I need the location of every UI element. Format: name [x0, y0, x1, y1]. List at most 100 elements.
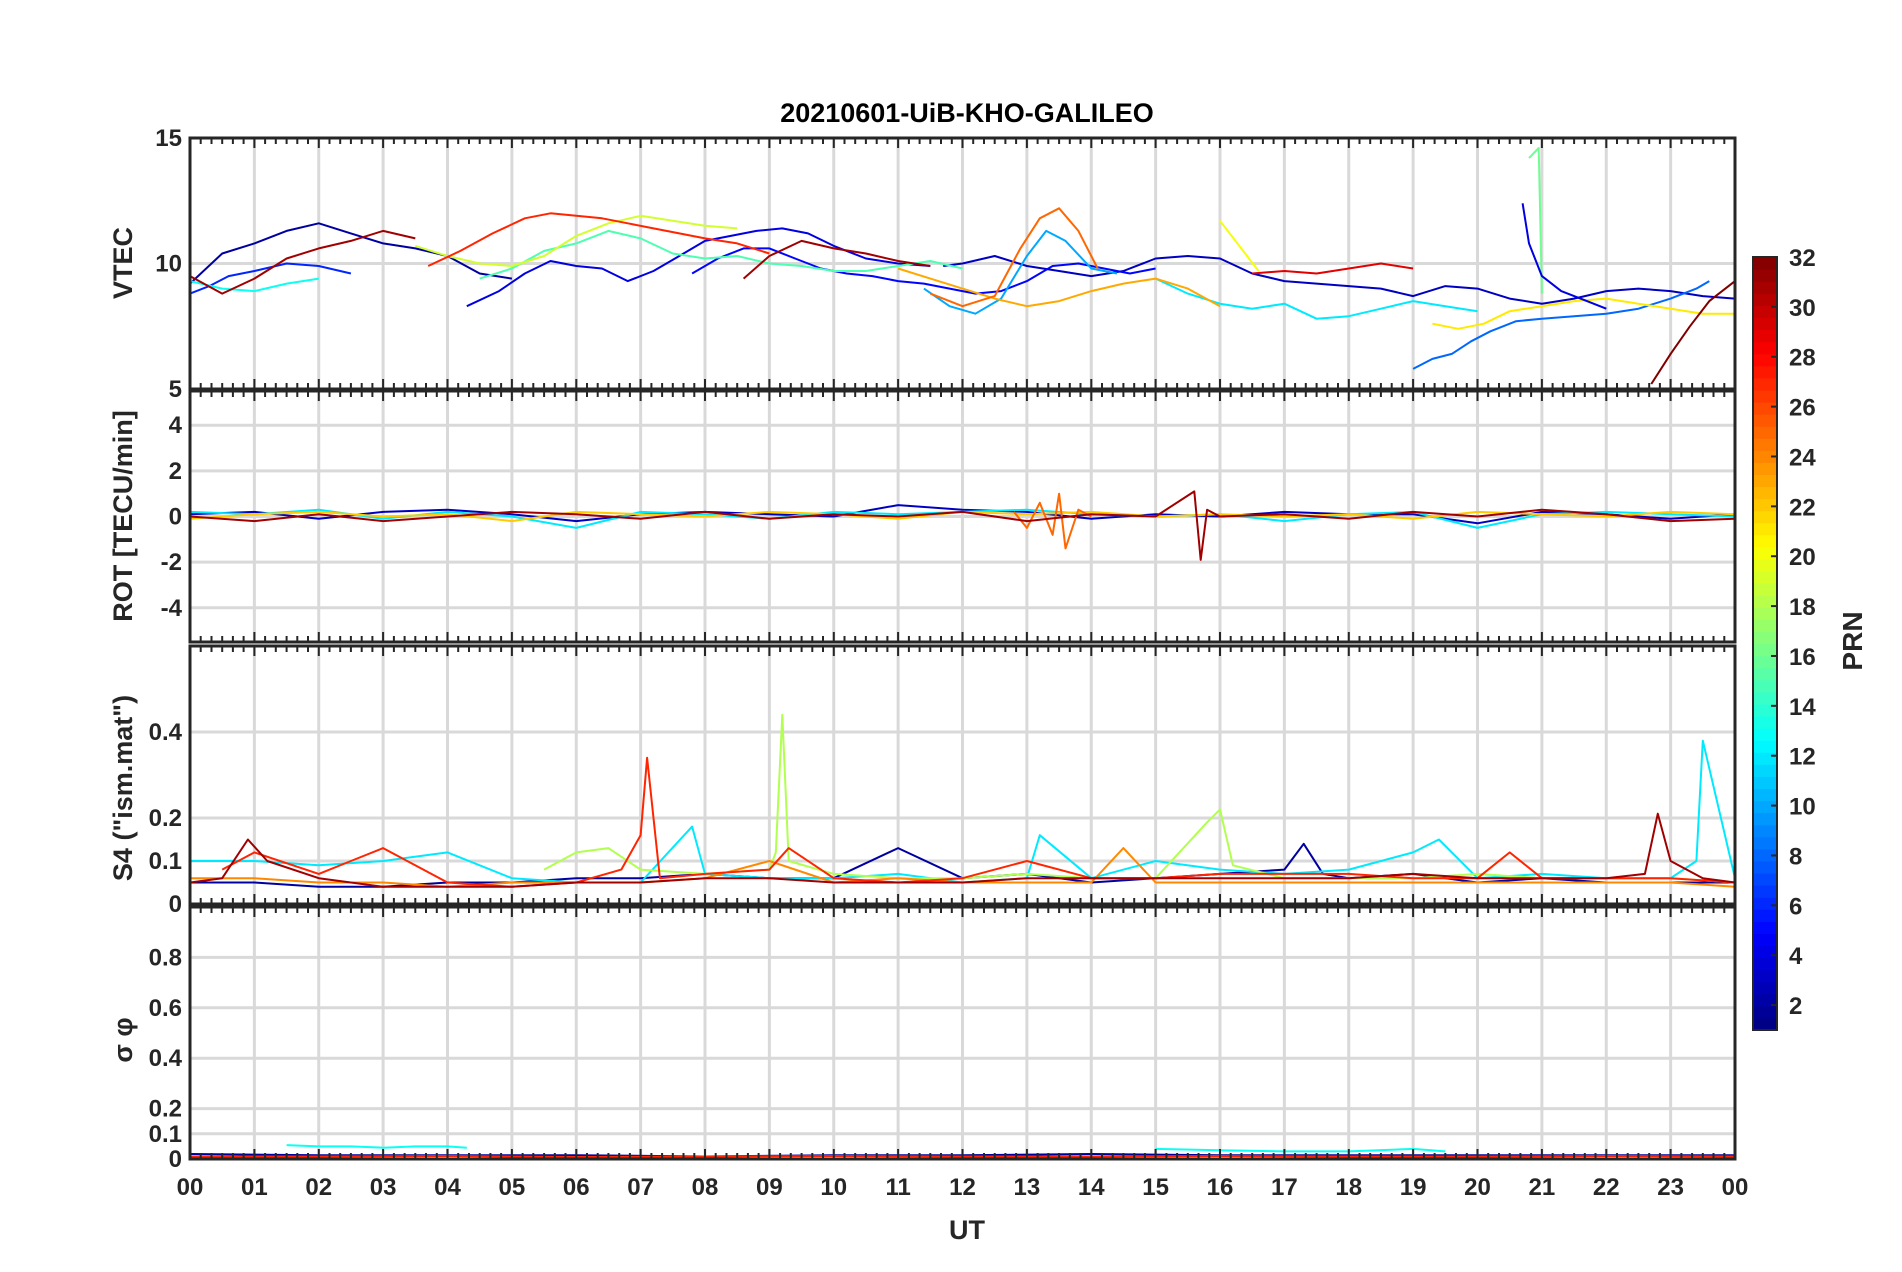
series-line-prn-3 — [190, 504, 1735, 525]
y-tick-label: 0.2 — [149, 805, 182, 832]
series-line-prn-2 — [190, 222, 513, 285]
colorbar-segment — [1753, 957, 1777, 971]
colorbar-tick-label: 10 — [1789, 794, 1816, 821]
x-tick-label: 09 — [756, 1174, 783, 1201]
colorbar-segment — [1753, 522, 1777, 536]
x-tick-label: 22 — [1593, 1174, 1620, 1201]
series-line-prn-15 — [479, 229, 963, 280]
series-line-prn-12 — [190, 739, 1735, 884]
minor-ticks — [189, 391, 1736, 642]
colorbar-segment — [1753, 269, 1777, 282]
colorbar-segment — [1753, 438, 1777, 451]
colorbar-segment — [1753, 401, 1777, 415]
series-line-prn-13 — [1155, 1147, 1446, 1153]
colorbar-tick-label: 14 — [1789, 694, 1816, 721]
y-axis-label-vtec: VTEC — [108, 227, 138, 299]
colorbar-segment — [1753, 824, 1777, 838]
colorbar-segment — [1753, 583, 1777, 596]
y-tick-label: 0.4 — [149, 1045, 183, 1072]
y-axis-label-sigma_phi: σ φ — [108, 1017, 138, 1062]
series-line-prn-4 — [1521, 203, 1607, 310]
colorbar-segment — [1753, 921, 1777, 934]
y-tick-label: 0 — [169, 504, 182, 531]
colorbar-tick-label: 16 — [1789, 644, 1816, 671]
colorbar-segment — [1753, 450, 1777, 463]
colorbar-segment — [1753, 715, 1777, 729]
y-tick-label: 5 — [169, 376, 182, 403]
colorbar-segment — [1753, 872, 1777, 886]
y-tick-label: -4 — [161, 595, 183, 622]
x-tick-label: 16 — [1207, 1174, 1234, 1201]
colorbar-tick-label: 20 — [1789, 544, 1816, 571]
series-group — [190, 713, 1735, 888]
colorbar-tick-label: 4 — [1789, 943, 1803, 970]
colorbar-segment — [1753, 860, 1777, 874]
chart-title: 20210601-UiB-KHO-GALILEO — [780, 98, 1154, 128]
colorbar-label: PRN — [1837, 611, 1868, 670]
colorbar-segment — [1753, 281, 1777, 294]
colorbar-segment — [1753, 607, 1777, 620]
colorbar-segment — [1753, 474, 1777, 488]
x-tick-label: 21 — [1529, 1174, 1556, 1201]
colorbar-segment — [1753, 619, 1777, 633]
colorbar-tick-label: 28 — [1789, 345, 1816, 372]
colorbar-segment — [1753, 414, 1777, 427]
y-axis-label-rot: ROT [TECU/min] — [108, 410, 138, 621]
colorbar-segment — [1753, 945, 1777, 959]
colorbar-segment — [1753, 571, 1777, 584]
y-tick-label: -2 — [161, 549, 182, 576]
panel-rot: -4 -2 0 2 4 ROT [TECU/min] — [108, 389, 1737, 644]
x-tick-label: 19 — [1400, 1174, 1427, 1201]
y-tick-label: 0 — [169, 891, 182, 918]
y-tick-label: 0.1 — [149, 848, 182, 875]
series-line-prn-31 — [742, 239, 931, 280]
y-tick-label: 0.4 — [149, 719, 183, 746]
colorbar-segment — [1753, 389, 1777, 403]
colorbar-tick-label: 8 — [1789, 843, 1802, 870]
series-line-prn-12 — [1155, 277, 1478, 320]
y-tick-label: 0.2 — [149, 1096, 182, 1123]
minor-ticks — [189, 646, 1736, 904]
series-line-prn-8 — [1412, 280, 1710, 370]
y-tick-label: 0.1 — [149, 1121, 182, 1148]
y-tick-label: 0 — [169, 1146, 182, 1173]
colorbar-tick-label: 30 — [1789, 295, 1816, 322]
colorbar-segment — [1753, 486, 1777, 500]
x-tick-label: 11 — [885, 1174, 910, 1201]
colorbar-segment — [1753, 305, 1777, 318]
series-line-prn-31 — [190, 229, 416, 295]
colorbar-tick-label: 18 — [1789, 594, 1816, 621]
series-line-prn-4 — [466, 227, 931, 308]
colorbar-segment — [1753, 909, 1777, 922]
x-tick-label: 10 — [820, 1174, 847, 1201]
colorbar-tick-label: 22 — [1789, 494, 1816, 521]
colorbar-segment — [1753, 1017, 1777, 1031]
colorbar-segment — [1753, 498, 1777, 512]
colorbar-segment — [1753, 341, 1777, 355]
colorbar-segment — [1753, 703, 1777, 717]
x-tick-label: 23 — [1657, 1174, 1684, 1201]
panel-vtec: 5 10 15 VTEC — [108, 125, 1737, 403]
y-axis-label-s4: S4 ("ism.mat") — [108, 695, 138, 881]
series-line-prn-32 — [1650, 280, 1735, 385]
x-tick-label: 07 — [627, 1174, 654, 1201]
colorbar-segment — [1753, 740, 1777, 753]
series-group — [190, 147, 1735, 385]
colorbar-frame — [1752, 256, 1778, 1031]
x-tick-label: 04 — [434, 1174, 461, 1201]
series-line-prn-5 — [691, 247, 1156, 295]
x-tick-label: 08 — [692, 1174, 719, 1201]
series-line-prn-10 — [923, 229, 1118, 315]
y-tick-label: 4 — [169, 412, 183, 439]
colorbar-segment — [1753, 353, 1777, 367]
x-tick-labels: 00 01 02 03 04 05 06 07 08 09 10 11 12 13 14 15 16 17 18 19… — [177, 1174, 1749, 1201]
x-tick-label: 13 — [1014, 1174, 1041, 1201]
colorbar-segment — [1753, 728, 1777, 741]
x-tick-label: 14 — [1078, 1174, 1105, 1201]
colorbar-tick-label: 12 — [1789, 744, 1816, 771]
colorbar-segment — [1753, 776, 1777, 790]
series-line-prn-25 — [929, 207, 1099, 308]
